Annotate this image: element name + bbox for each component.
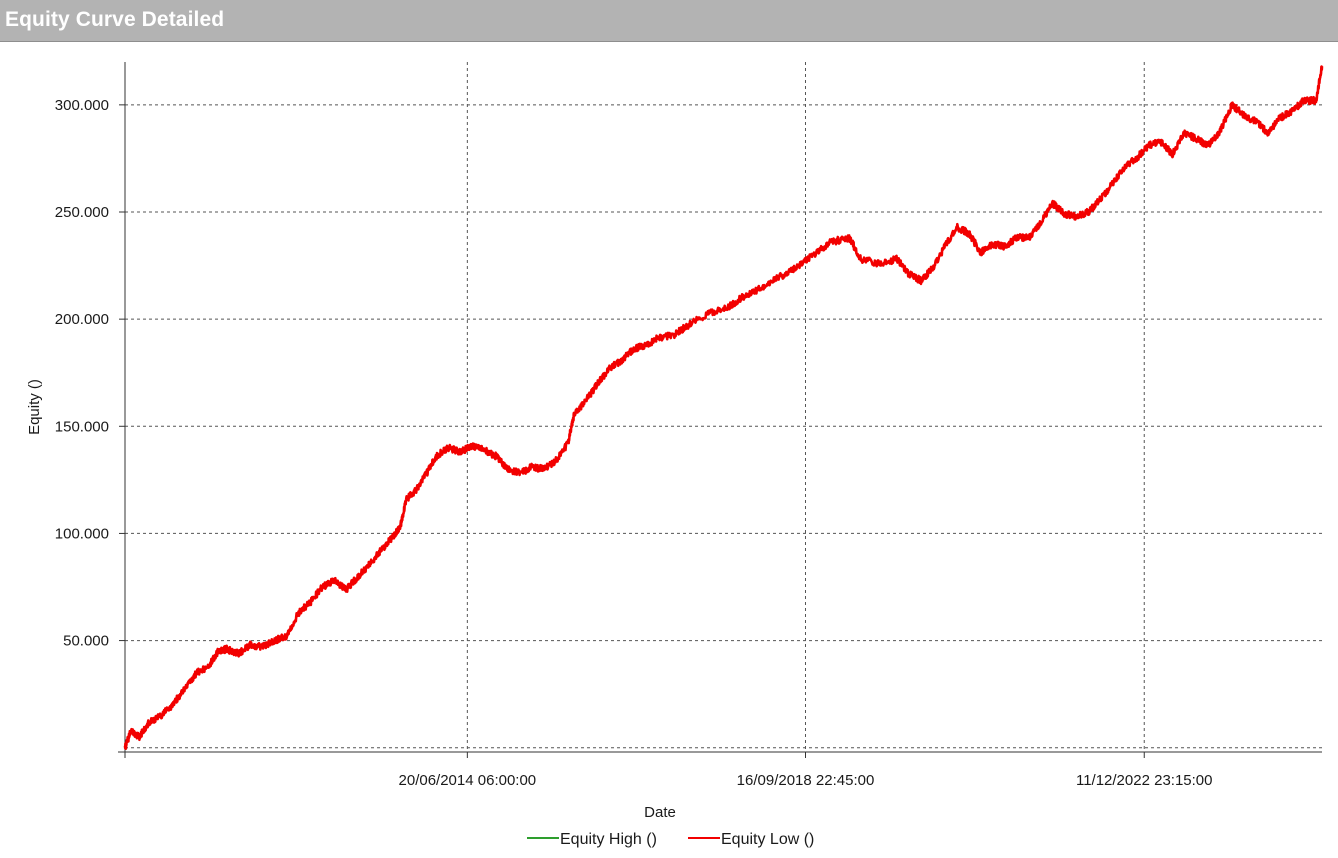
y-tick-label: 200.000 — [55, 311, 109, 328]
y-ticks: 50.000 100.000 150.000 200.000 250.000 300.00… — [55, 97, 125, 650]
x-axis-label: Date — [644, 804, 676, 821]
panel-title: Equity Curve Detailed — [5, 8, 225, 31]
x-tick-label: 20/06/2014 06:00:00 — [399, 772, 537, 789]
legend-label-equity-high: Equity High () — [560, 831, 657, 848]
y-axis-label: Equity () — [26, 379, 43, 435]
series-line-equity-low — [123, 65, 1324, 751]
x-tick-label: 11/12/2022 23:15:00 — [1076, 772, 1213, 789]
legend-label-equity-low: Equity Low () — [721, 831, 814, 848]
legend: Equity High () Equity Low () — [527, 831, 814, 848]
y-tick-label: 100.000 — [55, 525, 109, 542]
y-tick-label: 300.000 — [55, 97, 109, 114]
panel-header: Equity Curve Detailed — [0, 0, 1338, 42]
x-ticks: 20/06/2014 06:00:00 16/09/2018 22:45:00 11… — [124, 752, 1213, 789]
y-tick-label: 250.000 — [55, 204, 109, 221]
y-tick-label: 50.000 — [63, 633, 109, 650]
series — [123, 65, 1324, 751]
grid — [125, 62, 1322, 752]
y-tick-label: 150.000 — [55, 418, 109, 435]
x-tick-label: 16/09/2018 22:45:00 — [737, 772, 875, 789]
axes — [118, 62, 1322, 753]
